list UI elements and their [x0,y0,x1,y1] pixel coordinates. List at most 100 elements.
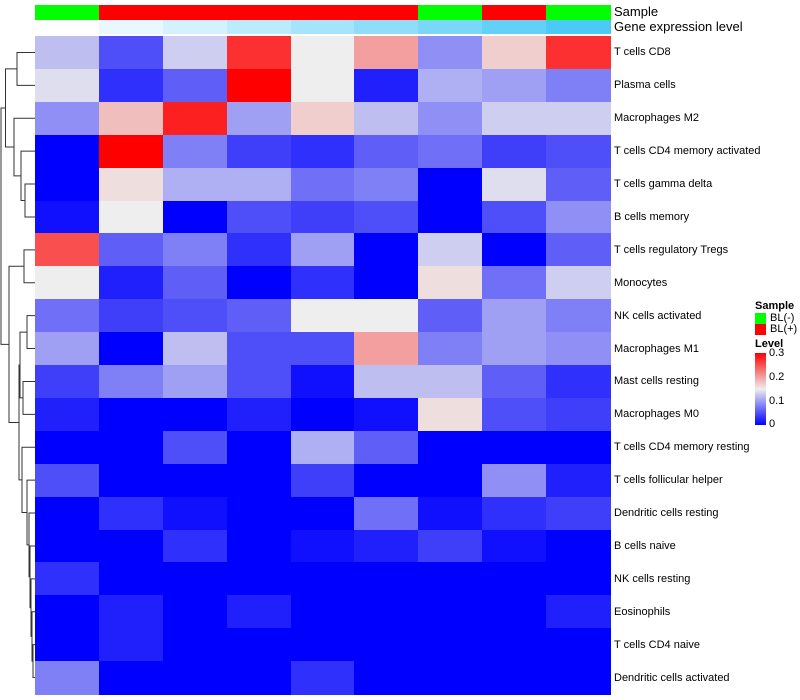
heatmap-cell [290,496,356,531]
expression-annotation-cell [546,20,611,34]
heatmap-cell [98,529,164,563]
heatmap-cell [162,200,228,234]
heatmap-cell [290,397,356,432]
heatmap-cell [290,430,356,465]
heatmap-cell [418,332,483,366]
legend-swatch-bl-neg [755,313,766,324]
heatmap-cell [98,101,164,136]
heatmap-cell [418,134,483,169]
row-label: T cells CD4 naive [614,638,700,651]
row-label: T cells CD4 memory resting [614,441,750,454]
heatmap-cell [226,397,292,432]
heatmap-cell [35,595,100,629]
heatmap-cell [98,496,164,531]
heatmap-cell [162,233,228,267]
heatmap-cell [98,299,164,333]
legend-level-title: Level [755,338,784,350]
dendrogram-branch [0,107,9,345]
heatmap-cell [482,167,547,202]
heatmap-cell [482,595,547,629]
heatmap-cell [162,661,228,695]
heatmap-cell [418,661,483,695]
heatmap-cell [354,529,419,563]
heatmap-cell [98,266,164,300]
heatmap-cell [418,463,483,498]
heatmap-cell [482,233,547,267]
heatmap-cell [98,365,164,399]
heatmap-cell [98,233,164,267]
expression-annotation-cell [418,20,483,34]
sample-annotation-cell [290,5,356,20]
dendrogram-branch [26,479,35,546]
heatmap-cell [290,68,356,103]
row-label: Plasma cells [614,79,676,92]
expression-annotation-cell [35,20,100,34]
heatmap-cell [482,332,547,366]
heatmap-cell [546,299,611,333]
heatmap-cell [162,167,228,202]
heatmap-cell [546,36,611,70]
heatmap-cell [354,332,419,366]
heatmap-cell [354,397,419,432]
heatmap-cell [290,200,356,234]
heatmap-cell [226,661,292,695]
dendrogram-branch [5,68,17,148]
legend-tick: 0.2 [769,371,785,383]
legend-sample-title: Sample [755,300,795,312]
heatmap-cell [354,134,419,169]
sample-annotation-cell [98,5,164,20]
row-label: Dendritic cells activated [614,671,730,684]
legend-tick: 0.1 [769,395,785,407]
heatmap-cell [290,299,356,333]
heatmap-cell [226,463,292,498]
heatmap-cell [290,562,356,596]
heatmap-cell [354,167,419,202]
heatmap-cell [162,397,228,432]
heatmap-cell [162,595,228,629]
heatmap-cell [98,167,164,202]
heatmap-cell [35,299,100,333]
heatmap-cell [162,463,228,498]
heatmap-cell [418,628,483,662]
heatmap-cell [418,299,483,333]
heatmap-cell [418,397,483,432]
heatmap-cell [35,36,100,70]
heatmap-cell [482,661,547,695]
legend-label-bl-pos: BL(+) [770,323,798,335]
expression-annotation-cell [162,20,228,34]
heatmap-cell [35,68,100,103]
heatmap-cell [35,529,100,563]
heatmap-cell [35,101,100,136]
heatmap-cell [226,134,292,169]
heatmap-cell [418,430,483,465]
heatmap-cell [482,266,547,300]
heatmap-cell [546,628,611,662]
row-label: T cells gamma delta [614,178,713,191]
heatmap-cell [226,299,292,333]
heatmap-cell [226,496,292,531]
heatmap-cell [98,628,164,662]
heatmap-cell [290,365,356,399]
heatmap-cell [98,68,164,103]
heatmap-cell [418,233,483,267]
heatmap-cell [35,167,100,202]
heatmap-cell [354,463,419,498]
heatmap-cell [354,365,419,399]
heatmap-cell [35,266,100,300]
heatmap-cell [35,661,100,695]
heatmap-cell [546,463,611,498]
heatmap-cell [546,266,611,300]
heatmap-cell [418,167,483,202]
heatmap-cell [226,332,292,366]
dendrogram-branch [16,51,35,86]
heatmap-cell [482,496,547,531]
heatmap-cell [482,562,547,596]
heatmap-cell [354,661,419,695]
expression-annotation-label: Gene expression level [614,19,743,34]
sample-annotation-cell [35,5,100,20]
heatmap-cell [418,101,483,136]
heatmap-cell [418,266,483,300]
expression-annotation-cell [354,20,419,34]
heatmap-cell [290,661,356,695]
heatmap-cell [546,365,611,399]
